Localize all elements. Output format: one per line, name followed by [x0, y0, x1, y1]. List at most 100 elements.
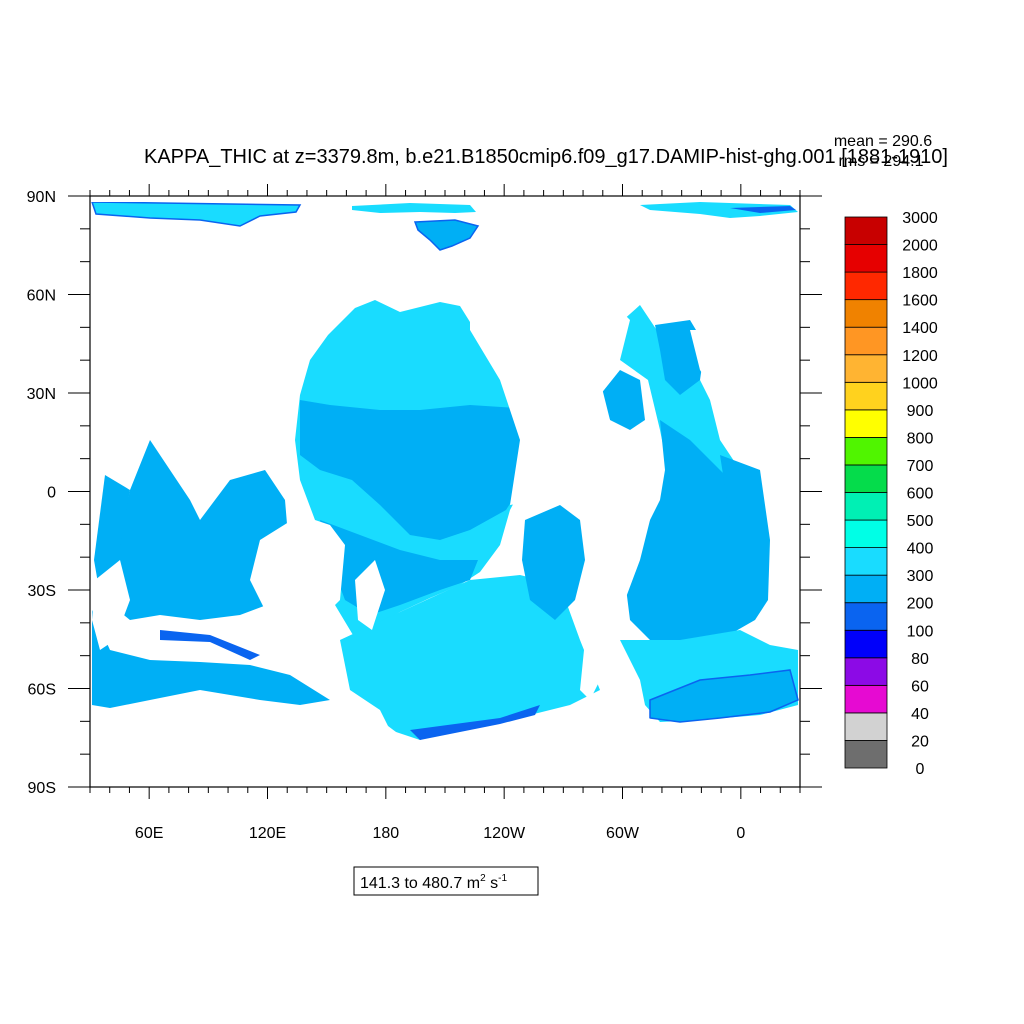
ocean-fill [90, 201, 799, 740]
landmass-north-atlantic [480, 228, 800, 310]
colorbar-label: 80 [911, 651, 929, 668]
colorbar-label: 2000 [902, 238, 938, 255]
colorbar-swatch [844, 216, 888, 245]
y-tick-label: 60S [28, 682, 56, 699]
map-panel [89, 195, 801, 788]
colorbar-label: 900 [907, 403, 934, 420]
landmass-africa [92, 560, 130, 650]
axis-ticks [68, 184, 822, 799]
plot-title: KAPPA_THIC at z=3379.8m, b.e21.B1850cmip… [144, 146, 948, 168]
mean-label: mean = 290.6 [834, 133, 932, 150]
range-sup-2: -1 [498, 873, 507, 884]
y-tick-label: 30N [27, 386, 56, 403]
range-sup-1: 2 [480, 873, 486, 884]
atlantic-west-edge [600, 370, 645, 430]
landmass-europe [690, 330, 740, 400]
colorbar-label: 200 [907, 596, 934, 613]
colorbar-swatch [844, 244, 888, 273]
colorbar-label: 100 [907, 623, 934, 640]
atlantic-central [625, 420, 765, 642]
colorbar-swatch [844, 381, 888, 411]
southern-ocean-west [92, 610, 330, 708]
y-tick-label: 90N [27, 189, 56, 206]
y-tick-labels: 90N 60N 30N 0 30S 60S 90S [27, 189, 56, 797]
colorbar-label: 1400 [902, 320, 938, 337]
colorbar-label: 600 [907, 486, 934, 503]
southern-ocean-east [649, 669, 799, 723]
southern-ocean-pacific [340, 575, 600, 740]
arctic-shelf-west [90, 201, 302, 227]
colorbar-swatch [844, 354, 888, 383]
colorbar-label: 60 [911, 678, 929, 695]
land-masks [90, 196, 800, 787]
colorbar-swatch [844, 409, 888, 438]
colorbar-label: 0 [916, 761, 925, 778]
colorbar-swatch [844, 299, 888, 328]
y-tick-label: 60N [27, 288, 56, 305]
landmass-north-america [470, 302, 560, 505]
colorbar-label: 400 [907, 541, 934, 558]
y-tick-label: 30S [28, 583, 56, 600]
colorbar-swatch [844, 740, 888, 769]
colorbar-label: 1000 [902, 375, 938, 392]
colorbar-swatch [844, 657, 888, 686]
arctic-shelf-east-edge [730, 206, 796, 213]
arctic-shelf-east [640, 202, 798, 218]
x-tick-labels: 60E 120E 180 120W 60W 0 [135, 825, 745, 842]
colorbar-label: 20 [911, 733, 929, 750]
colorbar-swatch [844, 684, 888, 714]
y-tick-label: 90S [28, 780, 56, 797]
rms-label: rms = 294.1 [839, 153, 924, 170]
x-tick-label: 60W [606, 825, 640, 842]
landmass-greenland [550, 300, 630, 440]
colorbar-swatch [844, 574, 888, 604]
colorbar-label: 40 [911, 706, 929, 723]
colorbar-swatch [844, 464, 888, 493]
colorbar-swatch [844, 602, 888, 631]
colorbar-label: 700 [907, 458, 934, 475]
atlantic-north [612, 305, 752, 520]
colorbar-label: 500 [907, 513, 934, 530]
range-prefix: 141.3 to 480.7 m [360, 875, 480, 892]
colorbar-label: 300 [907, 568, 934, 585]
landmass-new-zealand [355, 560, 385, 630]
colorbar-swatch [844, 492, 888, 521]
colorbar-swatch [844, 326, 888, 356]
arctic-basin [413, 219, 480, 251]
x-tick-label: 120E [249, 825, 286, 842]
colorbar-label: 1800 [902, 265, 938, 282]
arctic-shelf-mid [352, 203, 476, 213]
indian-ocean [105, 440, 290, 620]
pacific-deep-north [300, 400, 528, 540]
colorbar-label: 800 [907, 430, 934, 447]
colorbar-label: 3000 [902, 210, 938, 227]
indian-ocean-west [94, 475, 130, 595]
colorbar-swatch [844, 629, 888, 659]
landmass-south-america [580, 470, 650, 700]
coastal-edge-b [160, 630, 260, 660]
x-tick-label: 180 [372, 825, 399, 842]
range-box: 141.3 to 480.7 m2 s-1 [353, 866, 539, 896]
colorbar: 0 20 40 60 80 100 200 300 400 500 600 700 800 900 1000… [844, 210, 938, 778]
x-tick-label: 0 [736, 825, 745, 842]
x-tick-label: 60E [135, 825, 163, 842]
colorbar-label: 1200 [902, 348, 938, 365]
atlantic-east [720, 455, 770, 620]
colorbar-swatch [844, 712, 888, 741]
south-american-basin [522, 505, 585, 620]
colorbar-swatch [844, 519, 888, 548]
landmass-arctic [90, 196, 800, 202]
y-tick-label: 0 [47, 485, 56, 502]
colorbar-swatch [844, 436, 888, 466]
colorbar-label: 1600 [902, 293, 938, 310]
range-mid: s [486, 875, 498, 892]
landmass-asia [92, 228, 350, 480]
landmass-antarctica [90, 700, 798, 787]
colorbar-swatch [844, 547, 888, 576]
coastal-edge-a [410, 705, 540, 740]
x-tick-label: 120W [483, 825, 526, 842]
landmass-australia [250, 515, 345, 625]
svg-text:141.3 to 480.7 m2 s-1: 141.3 to 480.7 m2 s-1 [360, 873, 507, 892]
colorbar-swatch [844, 271, 888, 301]
